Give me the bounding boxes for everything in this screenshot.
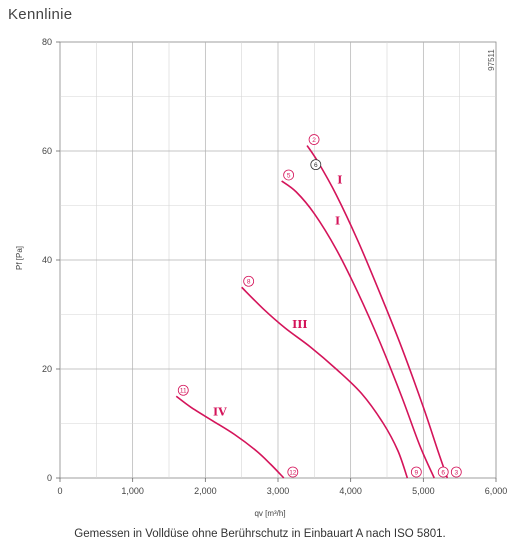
marker-circle [450, 466, 462, 478]
marker-label: 6 [314, 162, 318, 169]
marker-end-4: 12 [287, 466, 299, 478]
x-axis-label: qv [m³/h] [254, 509, 285, 518]
curve-2 [281, 180, 435, 479]
y-axis-ticks: 0 20 40 60 80 [42, 37, 60, 483]
y-tick-label: 20 [42, 364, 52, 374]
y-tick-label: 0 [47, 473, 52, 483]
curve-label-4: IV [213, 405, 227, 418]
marker-end-1: 3 [450, 466, 462, 478]
marker-circle [283, 169, 295, 181]
y-tick-label: 80 [42, 37, 52, 47]
marker-end-3: 9 [410, 466, 422, 478]
marker-label: 12 [289, 469, 297, 476]
curve-label-2: I [335, 215, 340, 228]
characteristic-curve-chart: 0 20 40 60 80 0 1,000 2,000 3,000 4,000 5,000 6,00… [15, 37, 507, 518]
x-tick-label: 2,000 [194, 486, 217, 496]
marker-circle [287, 466, 299, 478]
x-tick-label: 1,000 [121, 486, 144, 496]
marker-start-1: 2 [308, 134, 320, 145]
x-tick-label: 3,000 [267, 486, 290, 496]
marker-start-4: 11 [177, 384, 189, 396]
marker-label: 9 [415, 469, 419, 476]
y-axis-label: Pf [Pa] [15, 246, 24, 270]
marker-circle [177, 384, 189, 396]
curve-1 [306, 145, 449, 479]
operating-point-marker: 6 [310, 159, 322, 171]
x-tick-label: 0 [57, 486, 62, 496]
x-axis-ticks: 0 1,000 2,000 3,000 4,000 5,000 6,000 [57, 478, 507, 496]
caption: Gemessen in Volldüse ohne Berührschutz i… [74, 528, 446, 540]
markers: 2 3 5 6 8 9 11 12 6 [177, 134, 462, 478]
marker-label: 5 [287, 172, 291, 179]
grid [59, 41, 497, 479]
marker-label: 8 [247, 279, 251, 286]
marker-label: 6 [441, 469, 445, 476]
chart-title: Kennlinie [8, 6, 73, 23]
y-tick-label: 40 [42, 255, 52, 265]
marker-label: 11 [180, 388, 187, 395]
curve-label-1: I [337, 174, 342, 187]
marker-end-2: 6 [437, 466, 449, 478]
marker-circle [310, 159, 322, 171]
marker-circle [410, 466, 422, 478]
marker-start-2: 5 [283, 169, 295, 181]
marker-label: 2 [312, 137, 316, 144]
curves [175, 145, 449, 479]
marker-start-3: 8 [243, 275, 255, 287]
x-tick-label: 6,000 [485, 486, 508, 496]
marker-label: 3 [455, 469, 459, 476]
curve-label-3: III [292, 318, 307, 331]
marker-circle [308, 134, 320, 145]
x-tick-label: 4,000 [339, 486, 362, 496]
marker-circle [437, 466, 449, 478]
curve-4 [175, 395, 285, 479]
marker-circle [243, 275, 255, 287]
curve-3 [241, 286, 409, 479]
chart-code: 97511 [487, 49, 496, 71]
x-tick-label: 5,000 [412, 486, 435, 496]
y-tick-label: 60 [42, 146, 52, 156]
